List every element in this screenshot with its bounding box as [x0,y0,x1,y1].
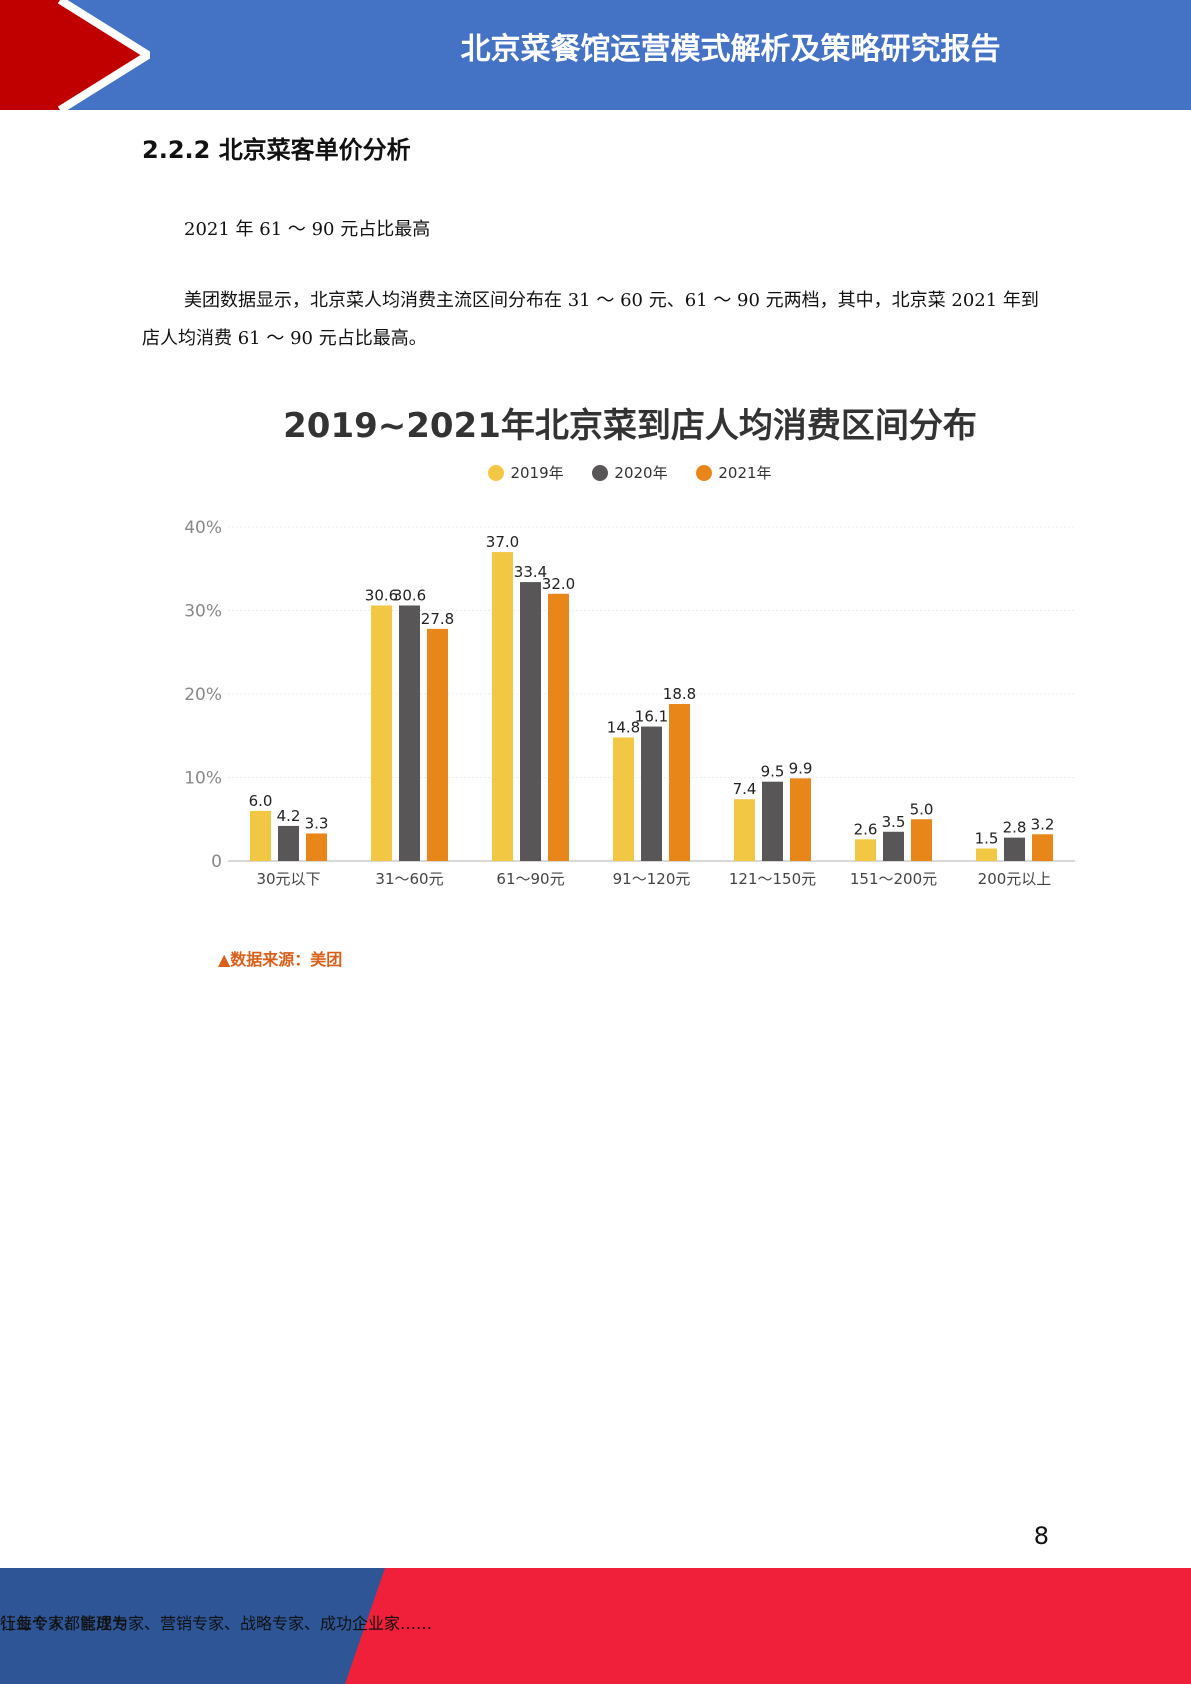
footer-slogan-right: 行业专家、管理专家、营销专家、战略专家、成功企业家…… [0,1614,433,1633]
bar [427,628,448,861]
bar [762,781,783,861]
data-source-note: ▲数据来源：美团 [218,950,343,969]
data-label: 3.2 [1031,815,1055,833]
y-tick-label: 30% [184,602,222,622]
bar [492,552,513,861]
bar [790,778,811,861]
legend-item-2020: 2020年 [592,462,668,483]
bar [306,833,327,861]
header-red-chevron [0,0,150,110]
bar [734,799,755,861]
data-label: 3.5 [882,813,906,831]
page-footer [0,1568,1191,1684]
chart-title: 2019~2021年北京菜到店人均消费区间分布 [283,406,977,446]
data-label: 30.6 [393,586,426,604]
bar [371,605,392,861]
legend-swatch-2020 [592,465,609,481]
bar [520,582,541,861]
data-label: 3.3 [305,814,329,832]
legend-swatch-2019 [488,465,505,481]
section-heading: 2.2.2 北京菜客单价分析 [142,136,411,164]
legend-label-2019: 2019年 [510,464,564,482]
y-tick-label: 10% [184,769,222,789]
y-tick-label: 40% [184,518,222,538]
data-label: 2.6 [854,820,878,838]
x-tick-label: 31～60元 [375,870,443,888]
bar [641,726,662,861]
bar-chart: 0 10% 20% 30% 40% 6.04.2 3.3 30元以下 30.630.6 27.8 3… [184,518,1075,888]
data-label: 37.0 [486,533,519,551]
data-label: 5.0 [910,800,934,818]
data-label: 27.8 [421,610,454,628]
bar [250,810,271,861]
legend-item-2019: 2019年 [488,462,564,483]
legend-label-2020: 2020年 [614,464,668,482]
data-label: 9.9 [789,759,813,777]
bar [1032,834,1053,861]
data-label: 33.4 [514,563,547,581]
report-title: 北京菜餐馆运营模式解析及策略研究报告 [460,32,1001,67]
x-tick-label: 151～200元 [850,870,937,888]
page-number: 8 [1033,1522,1049,1550]
data-label: 32.0 [542,575,575,593]
data-label: 1.5 [975,829,999,847]
x-tick-label: 200元以上 [978,870,1052,888]
data-label: 9.5 [761,763,785,781]
data-label: 30.6 [365,586,398,604]
data-label: 4.2 [277,807,301,825]
footer-background [0,1568,1191,1684]
bar [976,848,997,861]
bar [1004,837,1025,861]
legend-label-2021: 2021年 [718,464,772,482]
data-label: 2.8 [1003,819,1027,837]
bar [669,704,690,861]
bar [883,831,904,861]
bar [613,737,634,861]
body-paragraph: 美团数据显示，北京菜人均消费主流区间分布在 31 ～ 60 元、61 ～ 90 … [142,290,1039,349]
x-tick-label: 121～150元 [729,870,816,888]
data-label: 6.0 [249,792,273,810]
bar [911,819,932,861]
data-label: 7.4 [733,780,757,798]
x-tick-label: 61～90元 [496,870,564,888]
legend-swatch-2021 [696,465,713,481]
data-label: 16.1 [635,708,668,726]
footer-slogan-left: 让每个人都能成为 [0,1614,129,1633]
page-header: 北京菜餐馆运营模式解析及策略研究报告 [0,0,1191,110]
legend-item-2021: 2021年 [696,462,772,483]
x-tick-label: 91～120元 [613,870,691,888]
section-subtitle: 2021 年 61 ～ 90 元占比最高 [184,219,431,240]
data-label: 14.8 [607,718,640,736]
bar [855,839,876,861]
y-tick-label: 20% [184,685,222,705]
bar [399,605,420,861]
bar [548,593,569,861]
y-tick-label: 0 [211,852,222,872]
data-label: 18.8 [663,685,696,703]
x-tick-label: 30元以下 [256,870,320,888]
bar [278,825,299,861]
chart-legend: 2019年 2020年 2021年 [180,462,1080,483]
